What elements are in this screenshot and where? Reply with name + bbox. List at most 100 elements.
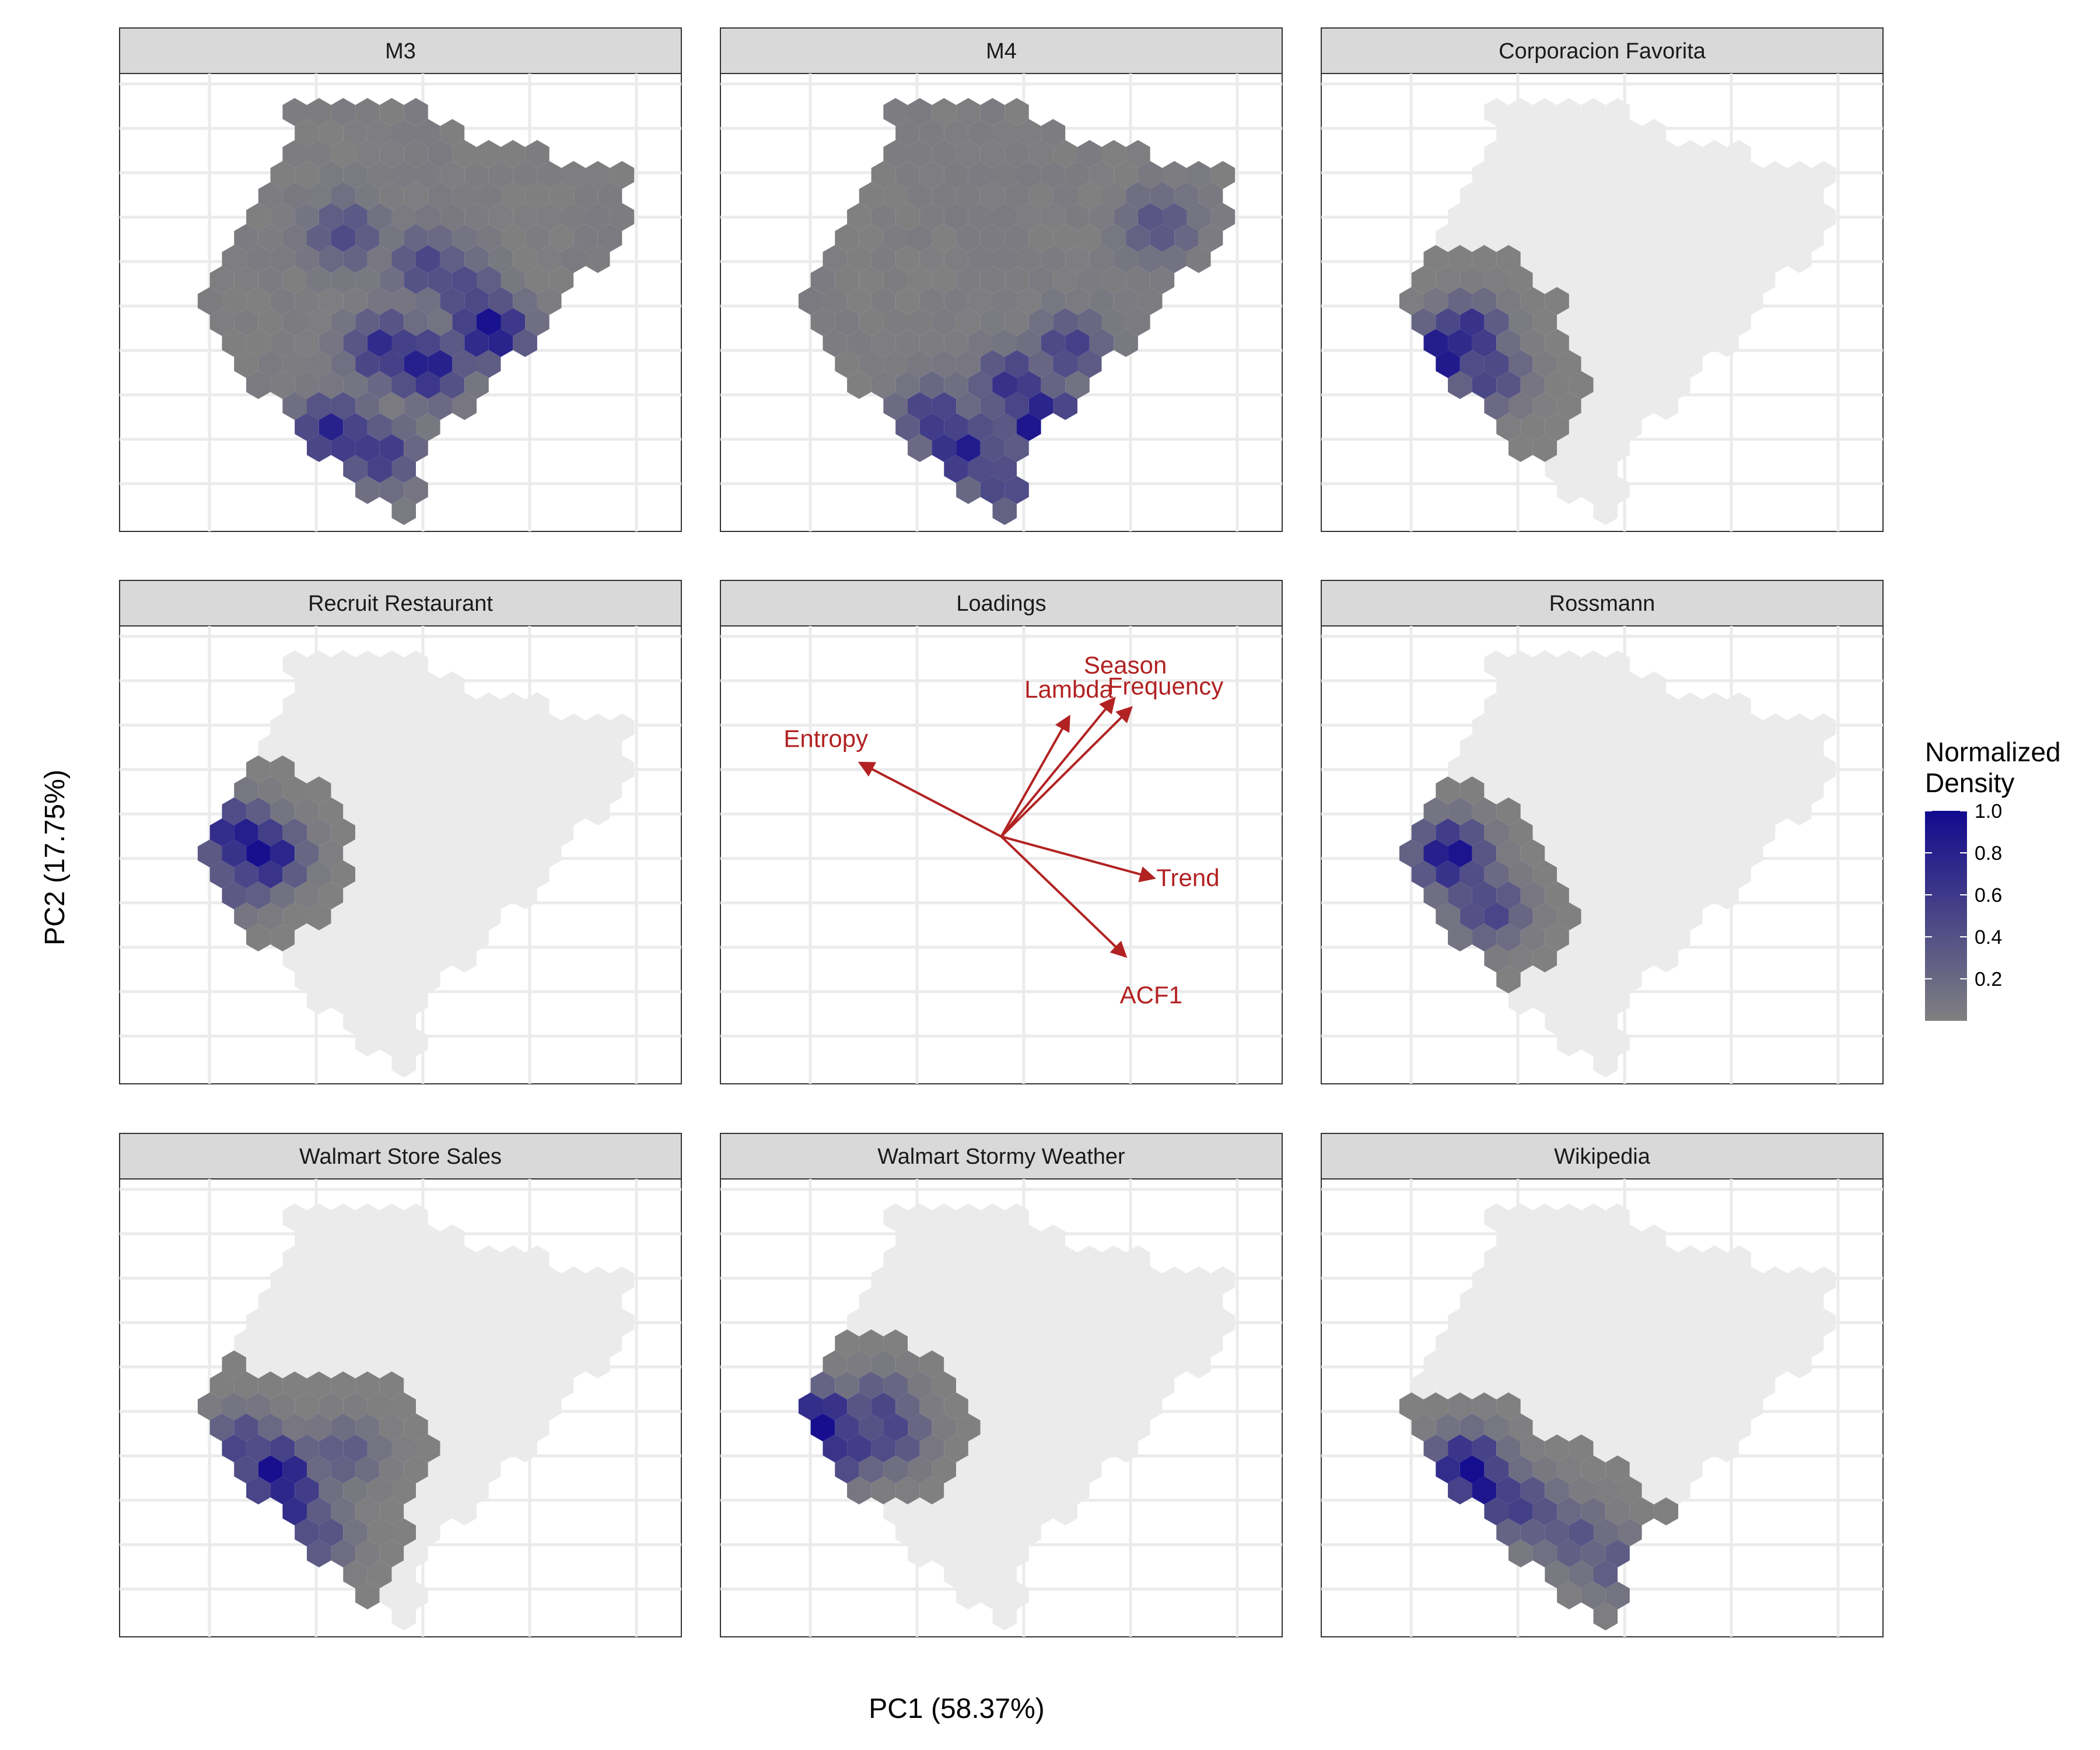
- hex-cell: [847, 287, 872, 315]
- hex-cell: [1569, 1518, 1594, 1546]
- hex-cell: [1751, 776, 1776, 804]
- hex-cell: [956, 392, 981, 420]
- hex-cell: [932, 308, 957, 336]
- hex-cell: [822, 329, 848, 357]
- hex-cell: [908, 350, 932, 378]
- hex-cell: [1618, 1350, 1642, 1378]
- hex-cell: [1017, 329, 1041, 357]
- hex-cell: [404, 266, 428, 294]
- hex-cell: [477, 350, 501, 378]
- hex-cell: [1727, 776, 1751, 804]
- hex-cell: [1618, 1224, 1642, 1252]
- hex-cell: [1532, 860, 1558, 888]
- hex-cell: [1545, 1350, 1569, 1378]
- hex-cell: [307, 1371, 331, 1399]
- legend-tick-label: 1.0: [1975, 800, 2002, 822]
- hex-cell: [391, 713, 416, 741]
- hex-cell: [1198, 182, 1223, 210]
- hex-cell: [1436, 818, 1460, 846]
- hex-cell: [980, 182, 1005, 210]
- hex-cell: [428, 1455, 453, 1483]
- hex-cell: [246, 1350, 271, 1378]
- hex-cell: [525, 692, 550, 720]
- hex-cell: [1727, 182, 1751, 210]
- hex-cell: [379, 392, 404, 420]
- hex-cell: [1545, 797, 1569, 825]
- hex-cell: [1041, 161, 1066, 189]
- hex-cell: [428, 1329, 453, 1357]
- hex-cell: [1714, 839, 1739, 867]
- hex-cell: [525, 776, 550, 804]
- hex-cell: [452, 140, 477, 168]
- hex-cell: [1460, 734, 1485, 762]
- hex-cell: [919, 1350, 944, 1378]
- hex-cell: [1581, 818, 1606, 846]
- hex-cell: [883, 1287, 908, 1315]
- hex-cell: [1727, 692, 1751, 720]
- hex-cell: [1448, 923, 1472, 951]
- hex-cell: [573, 1329, 598, 1357]
- hex-cell: [992, 1266, 1017, 1294]
- hex-cell: [1557, 776, 1581, 804]
- hex-cell: [1714, 881, 1739, 909]
- hex-cell: [428, 308, 453, 336]
- hex-cell: [404, 1203, 428, 1231]
- hex-cell: [501, 1245, 526, 1273]
- hex-cell: [1053, 1413, 1077, 1441]
- hex-cell: [234, 308, 258, 336]
- hex-cell: [859, 1413, 884, 1441]
- hex-cell: [1448, 329, 1472, 357]
- hex-cell: [1787, 161, 1812, 189]
- hex-cell: [379, 476, 404, 504]
- hex-cell: [464, 839, 489, 867]
- hex-cell: [1714, 1350, 1739, 1378]
- loading-label-entropy: Entropy: [783, 725, 868, 752]
- hex-cell: [307, 1539, 331, 1567]
- hex-cell: [331, 98, 356, 126]
- hex-cell: [1520, 1434, 1545, 1462]
- hex-cell: [1642, 1224, 1667, 1252]
- hex-cell: [1436, 224, 1460, 252]
- hex-cell: [391, 1434, 416, 1462]
- hex-cell: [1210, 1308, 1236, 1336]
- hex-cell: [404, 692, 428, 720]
- hex-cell: [980, 224, 1005, 252]
- hex-cell: [1581, 902, 1606, 930]
- hex-cell: [980, 308, 1005, 336]
- hex-cell: [847, 1350, 872, 1378]
- hex-cell: [331, 350, 356, 378]
- hex-cell: [1581, 98, 1606, 126]
- hex-cell: [513, 287, 537, 315]
- hex-cell: [1041, 287, 1066, 315]
- hex-cell: [452, 308, 477, 336]
- hex-cell: [1642, 881, 1667, 909]
- hex-cell: [1799, 224, 1824, 252]
- hex-cell: [908, 1371, 932, 1399]
- hex-cell: [549, 1371, 574, 1399]
- hex-cell: [258, 350, 283, 378]
- hex-cell: [246, 1308, 271, 1336]
- hex-cell: [1077, 140, 1102, 168]
- hex-cell: [1472, 797, 1497, 825]
- hex-cell: [1065, 287, 1090, 315]
- hex-cell: [1114, 1308, 1138, 1336]
- hex-cell: [1629, 1329, 1654, 1357]
- hex-cell: [1557, 1203, 1581, 1231]
- hex-cell: [270, 881, 295, 909]
- hex-cell: [331, 182, 356, 210]
- hex-cell: [464, 161, 489, 189]
- hex-cell: [464, 245, 489, 273]
- hex-cell: [1629, 818, 1654, 846]
- hex-cell: [1763, 203, 1787, 231]
- hex-cell: [871, 329, 896, 357]
- hex-cell: [477, 1413, 501, 1441]
- hex-cell: [1436, 1329, 1460, 1357]
- hex-cell: [1593, 755, 1618, 783]
- hex-cell: [1532, 308, 1558, 336]
- hex-cell: [1532, 140, 1558, 168]
- hex-cell: [1496, 1392, 1521, 1420]
- hex-cell: [379, 1245, 404, 1273]
- hex-cell: [956, 1497, 981, 1525]
- hex-cell: [246, 203, 271, 231]
- hex-cell: [416, 1224, 440, 1252]
